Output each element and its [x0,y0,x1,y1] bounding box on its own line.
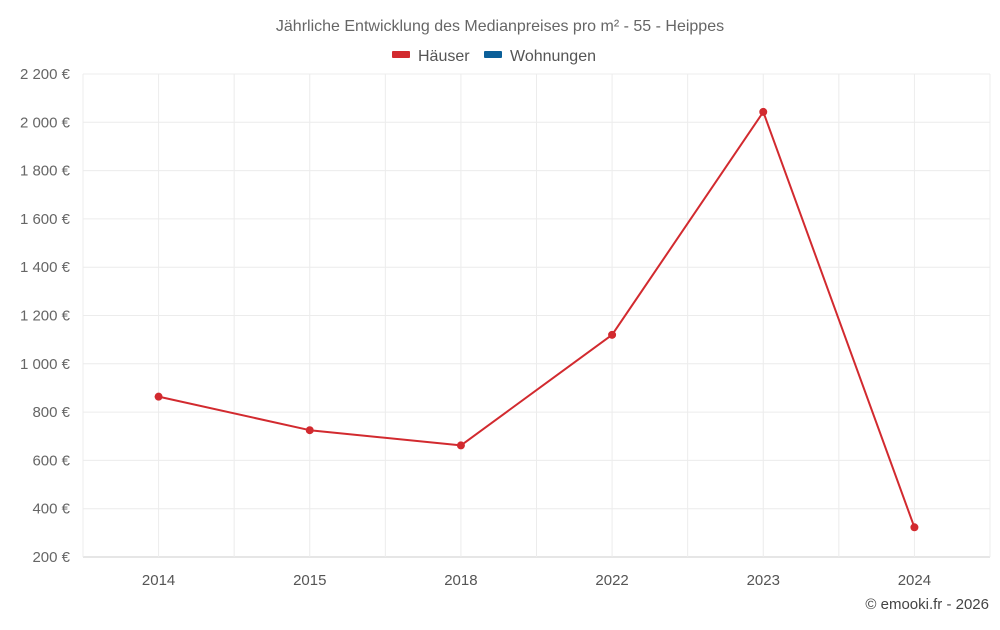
data-point[interactable] [154,392,163,401]
x-tick-label: 2018 [444,572,477,589]
grid [82,73,991,558]
x-tick-label: 2022 [595,572,628,589]
y-tick-label: 2 000 € [20,114,71,131]
y-axis-ticks: 200 € 400 € 600 € 800 € 1 000 € 1 200 € 1 400 … [20,66,71,566]
x-tick-label: 2023 [747,572,780,589]
x-axis-ticks: 2014 2015 2018 2022 2023 2024 [142,572,931,589]
x-tick-label: 2014 [142,572,175,589]
y-tick-label: 1 600 € [20,211,71,228]
legend: Häuser Wohnungen [392,48,596,65]
y-tick-label: 1 800 € [20,163,71,180]
legend-swatch-wohnungen [484,51,502,58]
copyright-credit: © emooki.fr - 2026 [865,596,989,613]
series-line [158,110,916,528]
y-tick-label: 1 200 € [20,308,71,325]
data-point[interactable] [456,441,465,450]
legend-label-haeuser: Häuser [418,48,470,65]
y-tick-label: 200 € [32,549,70,566]
data-point[interactable] [608,330,617,339]
y-tick-label: 600 € [32,452,70,469]
series-layer [154,107,919,532]
x-tick-label: 2015 [293,572,326,589]
y-tick-label: 1 400 € [20,259,71,276]
y-tick-label: 1 000 € [20,356,71,373]
legend-label-wohnungen: Wohnungen [510,48,596,65]
y-tick-label: 400 € [32,501,70,518]
data-point[interactable] [759,107,768,116]
data-point[interactable] [305,426,314,435]
legend-item-wohnungen[interactable]: Wohnungen [484,48,596,65]
y-tick-label: 2 200 € [20,66,71,83]
chart-title: Jährliche Entwicklung des Medianpreises … [276,18,724,35]
legend-swatch-haeuser [392,51,410,58]
x-tick-label: 2024 [898,572,931,589]
data-point[interactable] [910,523,919,532]
legend-item-haeuser[interactable]: Häuser [392,48,470,65]
y-tick-label: 800 € [32,404,70,421]
